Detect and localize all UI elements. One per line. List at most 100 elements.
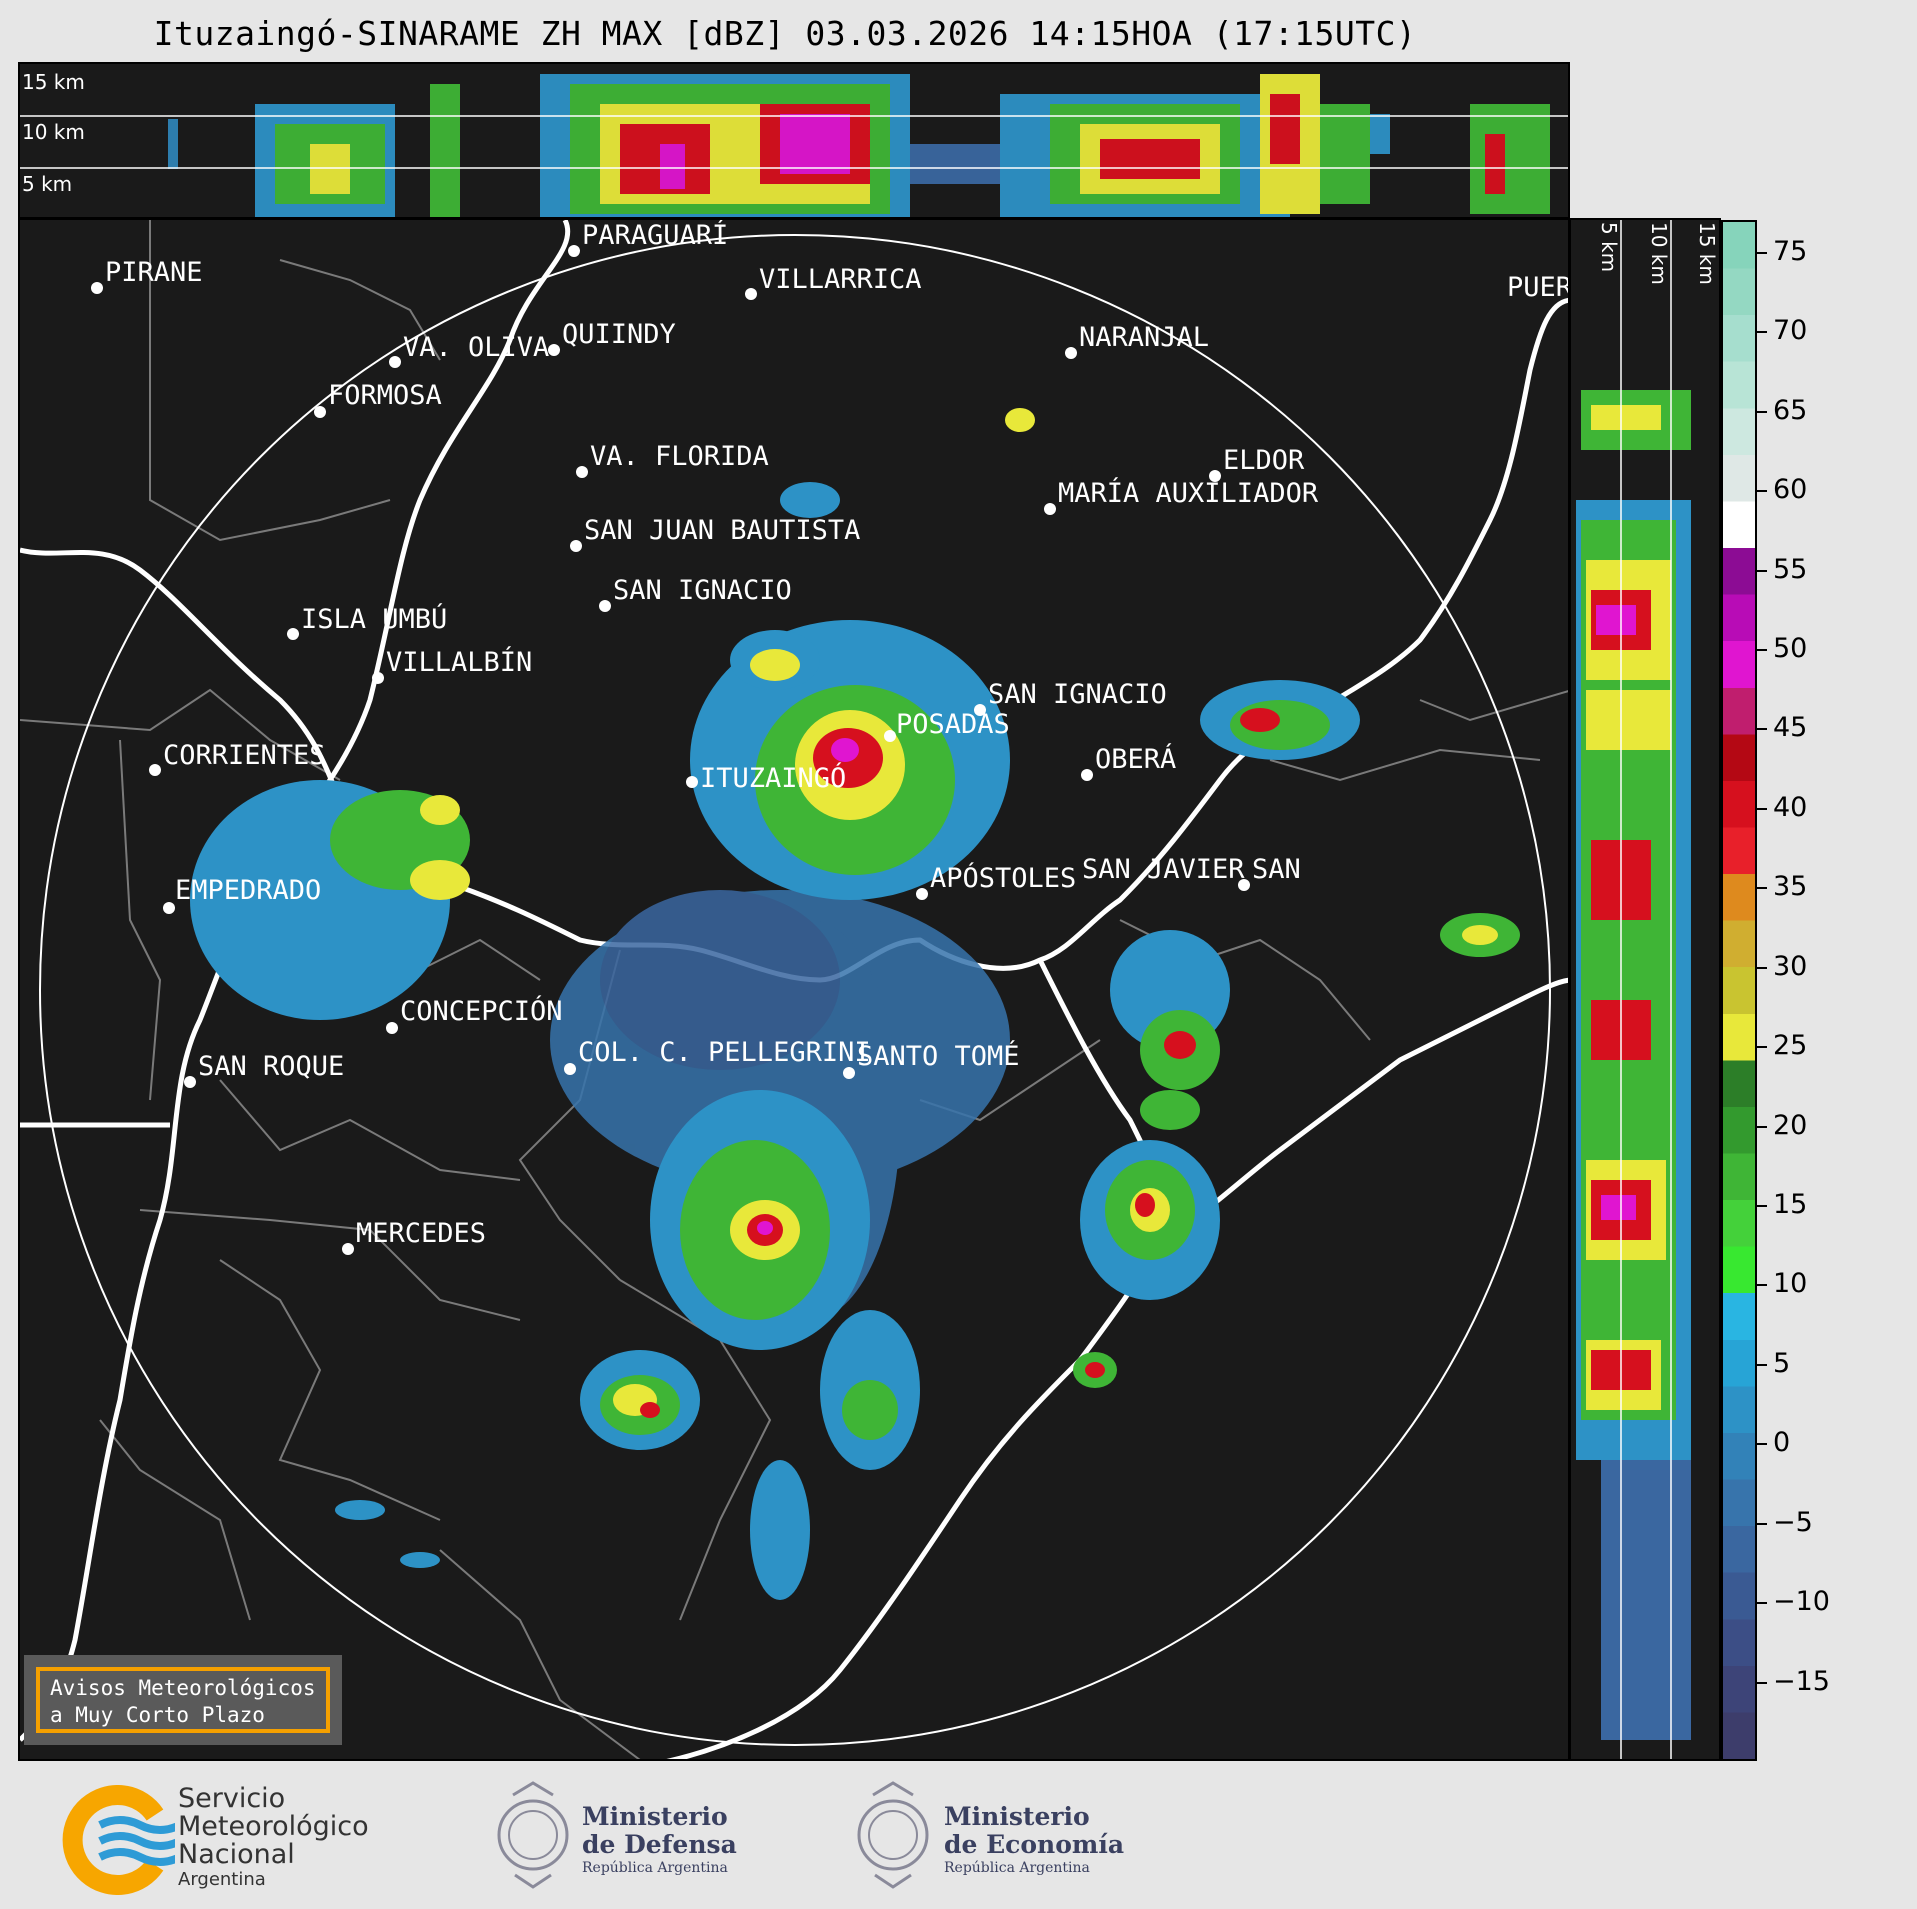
right-echo-layer: [1576, 220, 1691, 1759]
city-label-san-ignacio-py: SAN IGNACIO: [613, 575, 792, 606]
colorbar-tick: [1757, 648, 1767, 651]
colorbar-tick: [1757, 807, 1767, 810]
footer: Servicio Meteorológico Nacional Argentin…: [0, 1763, 1917, 1909]
colorbar-tick: [1757, 490, 1767, 493]
colorbar-tick-label: 15: [1773, 1188, 1808, 1220]
smn-line2: Meteorológico: [178, 1811, 369, 1842]
city-label-san-javier: SAN JAVIER: [1082, 854, 1245, 885]
smn-line3: Nacional: [178, 1839, 295, 1870]
radar-map: PIRANE PARAGUARÍ VILLARRICA VA. OLIVA QU…: [18, 218, 1570, 1761]
colorbar-tick-label: −15: [1773, 1665, 1830, 1697]
city-label-quiindy: QUIINDY: [562, 319, 676, 350]
city-label-va-florida: VA. FLORIDA: [590, 441, 769, 472]
city-label-formosa: FORMOSA: [328, 380, 442, 411]
city-label-posadas: POSADAS: [896, 709, 1010, 740]
city-label-obera: OBERÁ: [1095, 744, 1177, 775]
right-level-5km: 5 km: [1597, 222, 1621, 273]
city-label-empedrado: EMPEDRADO: [175, 875, 322, 906]
colorbar-tick: [1757, 1284, 1767, 1287]
city-label-san-ignacio-ar: SAN IGNACIO: [988, 679, 1167, 710]
colorbar-tick-label: 55: [1773, 553, 1808, 585]
colorbar-tick-label: 35: [1773, 871, 1808, 903]
defensa-line3: República Argentina: [582, 1860, 728, 1876]
right-cross-section: 5 km 10 km 15 km: [1569, 218, 1721, 1761]
colorbar-tick-label: 50: [1773, 632, 1808, 664]
city-markers: [91, 245, 1250, 1255]
top-echo-layer: [20, 74, 1568, 217]
colorbar-tick: [1757, 1522, 1767, 1525]
colorbar-tick: [1757, 1681, 1767, 1684]
colorbar-tick: [1757, 887, 1767, 890]
economia-text: Ministerio de Economía República Argenti…: [944, 1803, 1124, 1877]
defensa-seal-icon: [497, 1781, 569, 1889]
city-label-villarrica: VILLARRICA: [759, 264, 922, 295]
colorbar-tick-label: 45: [1773, 712, 1808, 744]
map-layer: [20, 220, 1568, 1759]
level-10km: 10 km: [22, 120, 85, 144]
colorbar-tick-label: −10: [1773, 1586, 1830, 1618]
top-cross-section: 15 km 10 km 5 km: [18, 62, 1570, 219]
city-label-isla-umbu: ISLA UMBÚ: [301, 604, 448, 635]
radar-site-label: ITUZAINGÓ: [700, 763, 847, 794]
page-title: Ituzaingó-SINARAME ZH MAX [dBZ] 03.03.20…: [153, 14, 1417, 53]
smn-line4: Argentina: [178, 1869, 266, 1890]
colorbar-tick-label: 25: [1773, 1029, 1808, 1061]
colorbar-tick-label: 30: [1773, 950, 1808, 982]
colorbar-tick-label: −5: [1773, 1506, 1813, 1538]
colorbar-tick-label: 0: [1773, 1427, 1791, 1459]
economia-line1: Ministerio: [944, 1802, 1090, 1831]
colorbar-tick: [1757, 728, 1767, 731]
city-label-concepcion: CONCEPCIÓN: [400, 996, 563, 1027]
smn-line1: Servicio: [178, 1783, 286, 1814]
colorbar-tick: [1757, 1204, 1767, 1207]
city-label-santo-tome: SANTO TOMÉ: [857, 1041, 1020, 1072]
defensa-line2: de Defensa: [582, 1830, 737, 1859]
city-label-mercedes: MERCEDES: [356, 1218, 487, 1249]
colorbar-tick-label: 5: [1773, 1347, 1791, 1379]
colorbar-tick: [1757, 966, 1767, 969]
aviso-line2: a Muy Corto Plazo: [50, 1703, 265, 1727]
aviso-frame: Avisos Meteorológicos a Muy Corto Plazo: [36, 1667, 330, 1733]
economia-line2: de Economía: [944, 1830, 1125, 1859]
aviso-line1: Avisos Meteorológicos: [50, 1676, 316, 1700]
city-label-san-roque: SAN ROQUE: [198, 1051, 345, 1082]
colorbar-tick: [1757, 1443, 1767, 1446]
colorbar-tick-label: 40: [1773, 791, 1808, 823]
city-label-eldor: ELDOR: [1223, 445, 1305, 476]
colorbar-tick-label: 20: [1773, 1109, 1808, 1141]
city-label-col-c-pellegrini: COL. C. PELLEGRINI: [578, 1037, 871, 1068]
smn-text: Servicio Meteorológico Nacional Argentin…: [178, 1785, 369, 1891]
city-label-puer: PUER: [1507, 272, 1570, 303]
right-level-10km: 10 km: [1647, 222, 1671, 285]
city-label-san: SAN: [1252, 854, 1301, 885]
colorbar-tick: [1757, 1046, 1767, 1049]
smn-logo-icon: [62, 1785, 175, 1895]
dbz-colorbar: [1721, 220, 1757, 1761]
city-label-naranjal: NARANJAL: [1079, 322, 1210, 353]
city-label-corrientes: CORRIENTES: [163, 740, 326, 771]
city-label-san-juan-bautista: SAN JUAN BAUTISTA: [584, 515, 861, 546]
colorbar-tick: [1757, 1602, 1767, 1605]
colorbar-tick: [1757, 569, 1767, 572]
economia-line3: República Argentina: [944, 1860, 1090, 1876]
defensa-text: Ministerio de Defensa República Argentin…: [582, 1803, 737, 1877]
colorbar-tick: [1757, 1125, 1767, 1128]
defensa-line1: Ministerio: [582, 1802, 728, 1831]
right-level-15km: 15 km: [1695, 222, 1719, 285]
colorbar-tick-label: 60: [1773, 473, 1808, 505]
colorbar-tick: [1757, 331, 1767, 334]
colorbar-tick: [1757, 1363, 1767, 1366]
city-label-pirane: PIRANE: [105, 257, 203, 288]
level-5km: 5 km: [22, 172, 73, 196]
level-15km: 15 km: [22, 70, 85, 94]
colorbar-tick-label: 10: [1773, 1268, 1808, 1300]
aviso-box: Avisos Meteorológicos a Muy Corto Plazo: [24, 1655, 342, 1745]
colorbar-tick-label: 70: [1773, 315, 1808, 347]
city-label-villalbin: VILLALBÍN: [386, 647, 533, 678]
city-label-va-oliva: VA. OLIVA: [403, 332, 550, 363]
city-label-apostoles: APÓSTOLES: [930, 863, 1077, 894]
colorbar-tick: [1757, 251, 1767, 254]
colorbar-tick-label: 75: [1773, 235, 1808, 267]
city-label-maria-auxiliador: MARÍA AUXILIADOR: [1058, 478, 1319, 509]
city-label-paraguari: PARAGUARÍ: [582, 220, 729, 251]
